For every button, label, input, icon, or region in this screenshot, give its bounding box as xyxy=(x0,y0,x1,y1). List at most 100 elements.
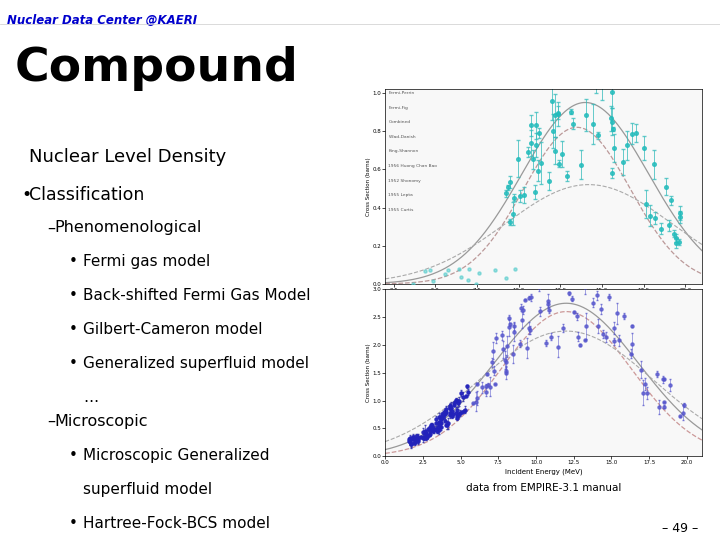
Point xyxy=(441,421,453,429)
Text: Microscopic Generalized: Microscopic Generalized xyxy=(83,448,269,463)
Point xyxy=(635,365,647,374)
Point xyxy=(441,408,452,416)
Text: Gilbert-Cameron model: Gilbert-Cameron model xyxy=(83,322,262,338)
Point xyxy=(442,419,454,428)
Point xyxy=(438,411,449,420)
Point xyxy=(626,340,638,348)
Point xyxy=(450,409,462,417)
Point xyxy=(415,432,427,441)
Text: •: • xyxy=(68,448,77,463)
Point xyxy=(413,437,424,445)
Point xyxy=(613,336,625,345)
Point xyxy=(563,68,575,77)
Point xyxy=(405,437,416,446)
Point xyxy=(678,409,689,417)
Point xyxy=(459,407,470,416)
Point xyxy=(450,396,462,404)
Text: –: – xyxy=(47,220,55,235)
Point xyxy=(421,431,433,440)
Text: –: – xyxy=(47,414,55,429)
Point xyxy=(552,110,564,118)
Point xyxy=(608,124,619,133)
Point xyxy=(508,350,519,359)
Point xyxy=(432,422,444,431)
Text: 1955 Lepta: 1955 Lepta xyxy=(388,193,413,197)
Point xyxy=(535,158,546,167)
Point xyxy=(580,111,591,120)
Point xyxy=(649,213,660,222)
Point xyxy=(448,401,459,410)
Point xyxy=(648,160,660,168)
Point xyxy=(533,129,544,138)
Point xyxy=(598,330,609,339)
Point xyxy=(471,379,482,388)
Point xyxy=(500,358,512,367)
Point xyxy=(552,108,564,117)
Point xyxy=(455,273,467,282)
Point xyxy=(404,434,415,443)
Point xyxy=(445,403,456,412)
Point xyxy=(489,380,500,388)
Point xyxy=(500,274,512,282)
Point xyxy=(462,275,474,284)
Point xyxy=(608,144,620,152)
Point xyxy=(530,141,541,150)
Point xyxy=(548,127,559,136)
Point xyxy=(572,332,584,341)
Point xyxy=(482,380,493,389)
Point xyxy=(525,139,536,147)
Text: Fermi gas model: Fermi gas model xyxy=(83,254,210,269)
Point xyxy=(606,118,617,126)
Text: Nuclear Data Center @KAERI: Nuclear Data Center @KAERI xyxy=(7,14,197,26)
Point xyxy=(565,107,577,116)
Point xyxy=(496,331,508,340)
Point xyxy=(626,322,637,330)
Point xyxy=(507,210,518,218)
Point xyxy=(546,97,557,106)
Point xyxy=(469,279,481,288)
Point xyxy=(417,434,428,443)
Point xyxy=(442,266,454,274)
Point xyxy=(433,413,445,421)
Point xyxy=(675,412,686,421)
Point xyxy=(407,279,418,288)
Point xyxy=(435,418,446,427)
Point xyxy=(534,307,546,315)
Point xyxy=(572,312,583,320)
Text: Combined: Combined xyxy=(388,120,410,124)
Text: •: • xyxy=(68,254,77,269)
Point xyxy=(489,266,500,274)
Point xyxy=(540,339,552,347)
Point xyxy=(432,426,444,435)
Text: •: • xyxy=(68,322,77,338)
Point xyxy=(413,434,424,443)
Point xyxy=(564,269,575,278)
Point xyxy=(410,434,422,443)
Point xyxy=(550,111,562,119)
Point xyxy=(603,293,615,301)
Point xyxy=(577,59,588,68)
Point xyxy=(500,366,512,375)
Point xyxy=(418,434,430,442)
Point xyxy=(446,407,458,415)
Point xyxy=(579,282,590,291)
Point xyxy=(528,155,539,164)
Point xyxy=(532,166,544,175)
Point xyxy=(670,238,682,247)
Text: Microscopic: Microscopic xyxy=(54,414,148,429)
Point xyxy=(639,144,650,153)
Point xyxy=(514,192,526,200)
Text: …: … xyxy=(83,390,98,406)
Point xyxy=(407,433,418,441)
Point xyxy=(460,392,472,400)
Point xyxy=(476,383,487,391)
Point xyxy=(522,148,534,157)
Text: data from EMPIRE-3.1 manual: data from EMPIRE-3.1 manual xyxy=(466,483,621,494)
Point xyxy=(568,308,580,316)
Point xyxy=(626,349,637,358)
Point xyxy=(446,411,457,420)
Text: Fermi-Perrin: Fermi-Perrin xyxy=(388,91,415,95)
Point xyxy=(588,299,599,307)
Point xyxy=(595,305,606,314)
Point xyxy=(549,146,561,155)
